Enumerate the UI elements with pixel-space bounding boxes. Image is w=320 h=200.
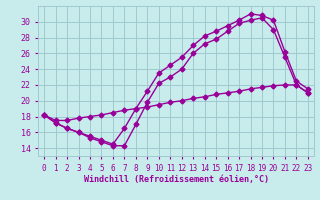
X-axis label: Windchill (Refroidissement éolien,°C): Windchill (Refroidissement éolien,°C) bbox=[84, 175, 268, 184]
